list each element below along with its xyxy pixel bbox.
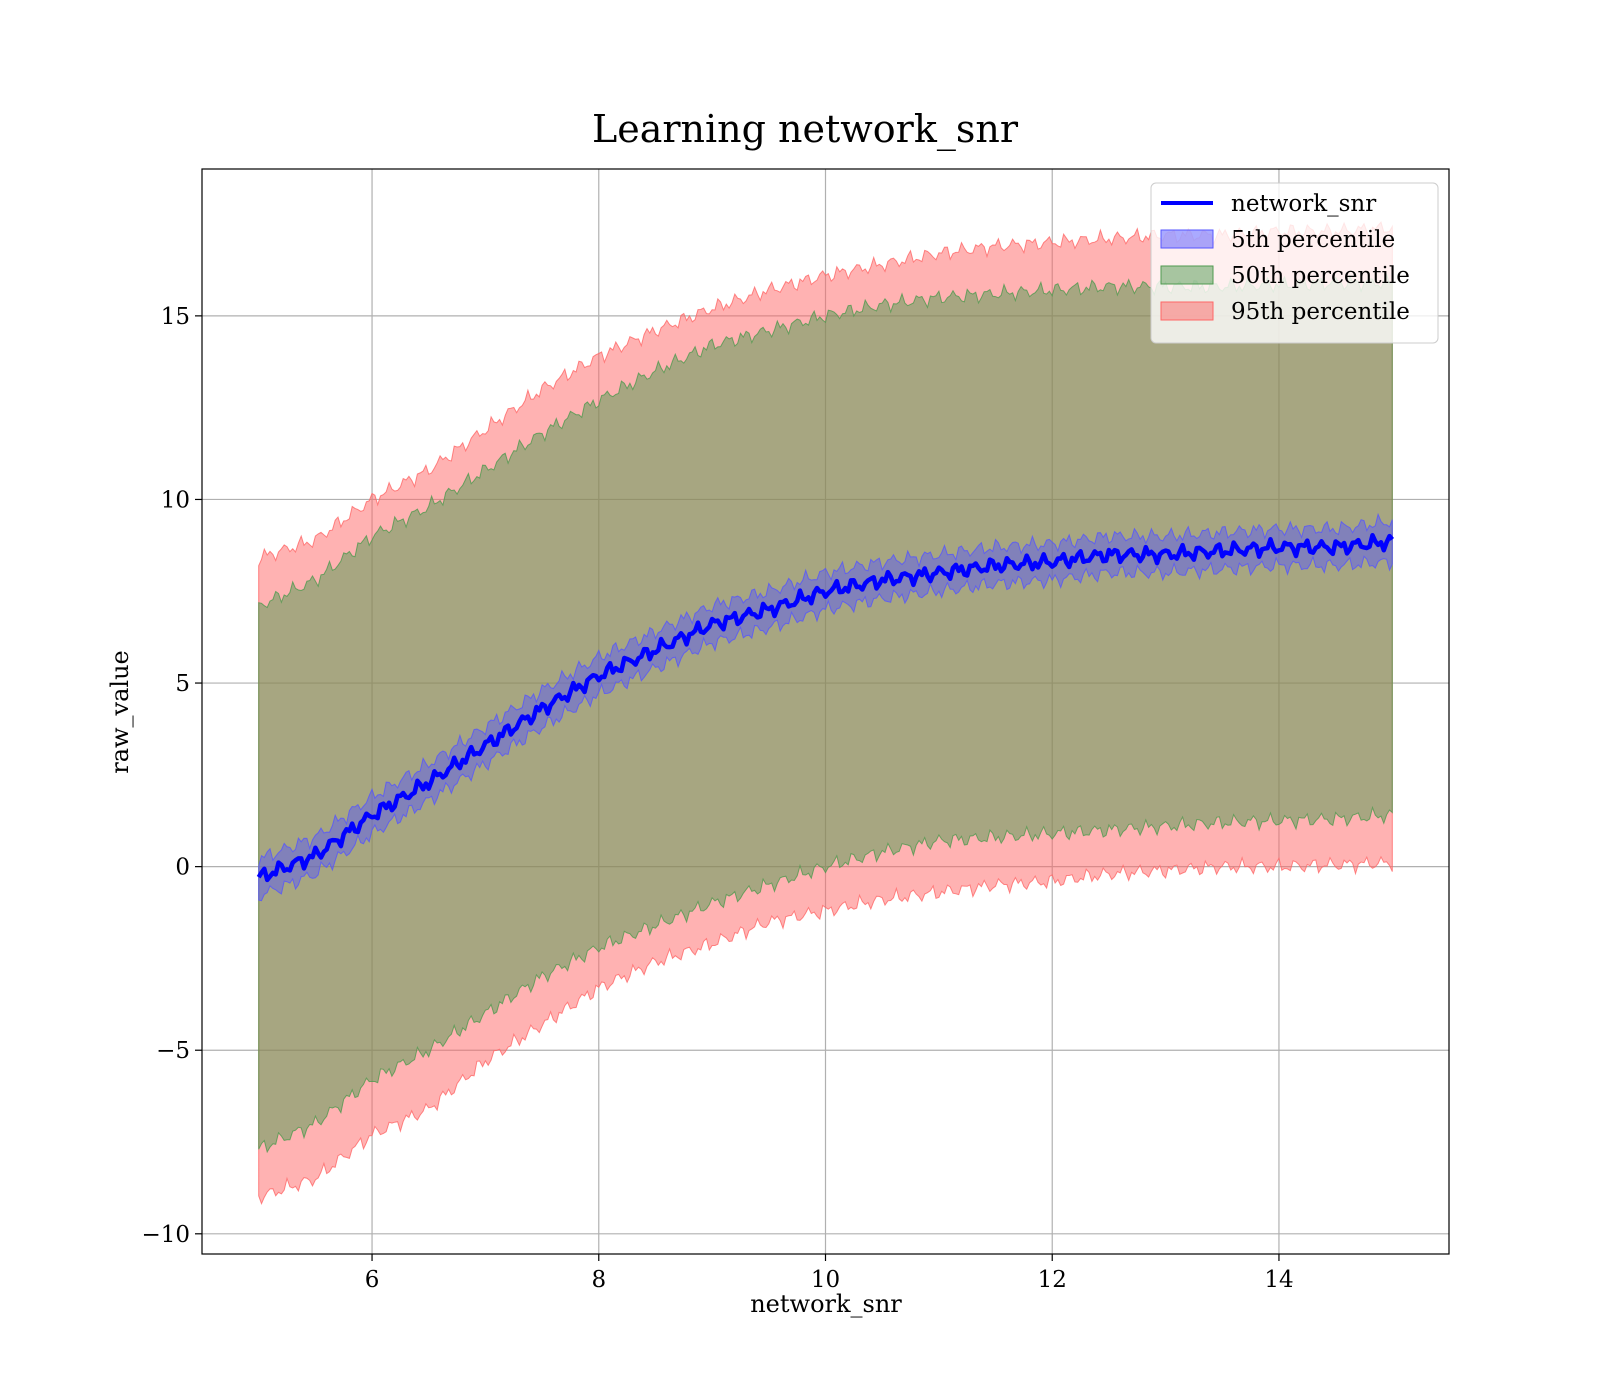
y-axis-ticks: −10 −5 0 5 10 15	[141, 304, 202, 1248]
percentile-bands	[258, 221, 1393, 1205]
y-tick-label-4: 10	[161, 487, 190, 513]
y-tick-label-1: −5	[156, 1038, 190, 1064]
y-tick-label-0: −10	[141, 1222, 190, 1248]
legend-swatch-patch	[1160, 265, 1214, 285]
band-5th-percentile	[258, 512, 1393, 902]
x-tick-label-3: 12	[1038, 1267, 1067, 1293]
x-axis-label: network_snr	[750, 1290, 902, 1318]
legend-label: 50th percentile	[1231, 263, 1410, 289]
legend-item-network_snr: network_snr	[1161, 191, 1376, 217]
y-tick-label-3: 5	[175, 671, 190, 697]
x-tick-label-0: 6	[365, 1267, 380, 1293]
legend-item-5th-percentile: 5th percentile	[1160, 227, 1395, 253]
legend-label: network_snr	[1231, 191, 1376, 217]
plot-area	[201, 168, 1450, 1255]
x-tick-label-1: 8	[591, 1267, 606, 1293]
legend-label: 95th percentile	[1231, 299, 1410, 325]
legend-item-50th-percentile: 50th percentile	[1160, 263, 1410, 289]
legend: network_snr 5th percentile 50th percentile…	[1150, 182, 1439, 344]
legend-swatch-patch	[1160, 229, 1214, 249]
legend-item-95th-percentile: 95th percentile	[1160, 299, 1410, 325]
y-axis-label: raw_value	[106, 650, 134, 774]
x-tick-label-4: 14	[1264, 1267, 1293, 1293]
x-tick-label-2: 10	[811, 1267, 840, 1293]
y-tick-label-2: 0	[175, 855, 190, 881]
legend-label: 5th percentile	[1231, 227, 1395, 253]
series-line-network-snr	[256, 532, 1395, 883]
y-tick-label-5: 15	[161, 304, 190, 330]
series-lines	[256, 532, 1395, 883]
band-50th-percentile	[258, 272, 1393, 1154]
legend-box	[1150, 182, 1439, 344]
legend-swatch-patch	[1160, 301, 1214, 321]
x-axis-ticks: 6 8 10 12 14	[365, 1254, 1294, 1293]
chart-title: Learning network_snr	[592, 107, 1019, 152]
